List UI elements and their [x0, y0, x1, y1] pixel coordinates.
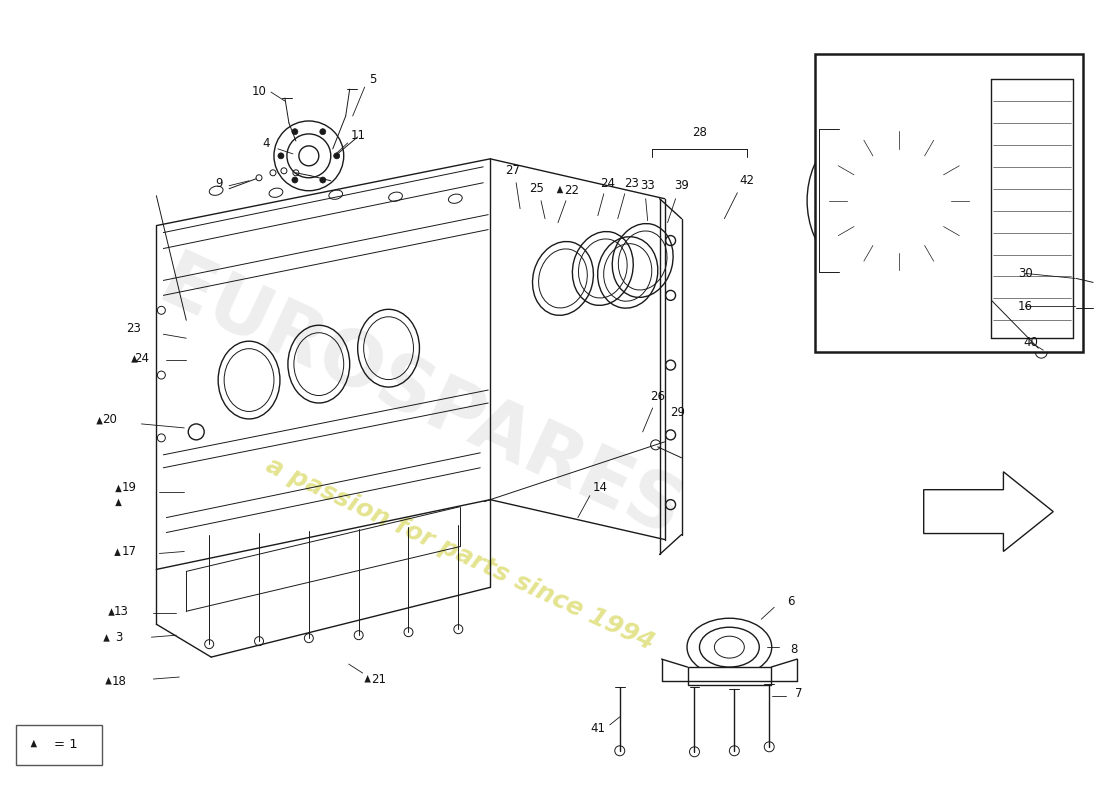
FancyBboxPatch shape — [15, 725, 101, 765]
Polygon shape — [364, 675, 371, 682]
Polygon shape — [131, 355, 138, 362]
Text: 29: 29 — [670, 406, 685, 419]
Text: 13: 13 — [114, 605, 129, 618]
Text: 28: 28 — [692, 126, 707, 139]
Text: 25: 25 — [529, 182, 544, 195]
FancyBboxPatch shape — [815, 54, 1084, 352]
Text: 10: 10 — [252, 85, 266, 98]
Text: 19: 19 — [122, 481, 138, 494]
Text: 41: 41 — [591, 722, 605, 735]
Polygon shape — [116, 485, 122, 492]
Text: 23: 23 — [625, 178, 639, 190]
Circle shape — [320, 177, 326, 183]
Text: 5: 5 — [368, 73, 376, 86]
Text: 4: 4 — [262, 138, 270, 150]
Text: 9: 9 — [216, 178, 223, 190]
Circle shape — [292, 129, 298, 134]
Polygon shape — [114, 549, 121, 556]
Text: 3: 3 — [114, 630, 122, 644]
Polygon shape — [924, 472, 1053, 551]
Text: 20: 20 — [102, 414, 117, 426]
Text: 8: 8 — [791, 642, 798, 656]
Polygon shape — [31, 740, 37, 747]
Circle shape — [320, 129, 326, 134]
Circle shape — [333, 153, 340, 159]
Polygon shape — [97, 417, 102, 425]
Text: 18: 18 — [112, 674, 126, 687]
Polygon shape — [108, 608, 114, 616]
Circle shape — [278, 153, 284, 159]
Text: a passion for parts since 1994: a passion for parts since 1994 — [263, 454, 658, 655]
FancyBboxPatch shape — [688, 667, 771, 685]
Text: 42: 42 — [740, 174, 755, 187]
Polygon shape — [106, 677, 112, 685]
Text: 26: 26 — [650, 390, 666, 402]
Text: = 1: = 1 — [54, 738, 78, 751]
Polygon shape — [557, 186, 563, 194]
Text: 16: 16 — [1018, 300, 1033, 313]
Text: 24: 24 — [134, 352, 148, 365]
Text: 33: 33 — [640, 179, 654, 192]
Circle shape — [292, 177, 298, 183]
Text: 21: 21 — [371, 673, 386, 686]
Text: 24: 24 — [601, 178, 615, 190]
Text: 7: 7 — [795, 687, 803, 701]
Text: 17: 17 — [122, 545, 138, 558]
Text: 22: 22 — [564, 184, 580, 198]
Text: 30: 30 — [1018, 267, 1033, 280]
Polygon shape — [103, 634, 110, 642]
Polygon shape — [116, 498, 122, 506]
Text: EUROSPARES: EUROSPARES — [147, 246, 693, 554]
Text: 40: 40 — [1023, 336, 1037, 349]
Text: 14: 14 — [592, 481, 607, 494]
Text: 23: 23 — [126, 322, 141, 334]
Text: 11: 11 — [351, 130, 366, 142]
Text: 39: 39 — [674, 179, 689, 192]
Text: 6: 6 — [788, 594, 795, 608]
Text: 27: 27 — [505, 164, 519, 178]
